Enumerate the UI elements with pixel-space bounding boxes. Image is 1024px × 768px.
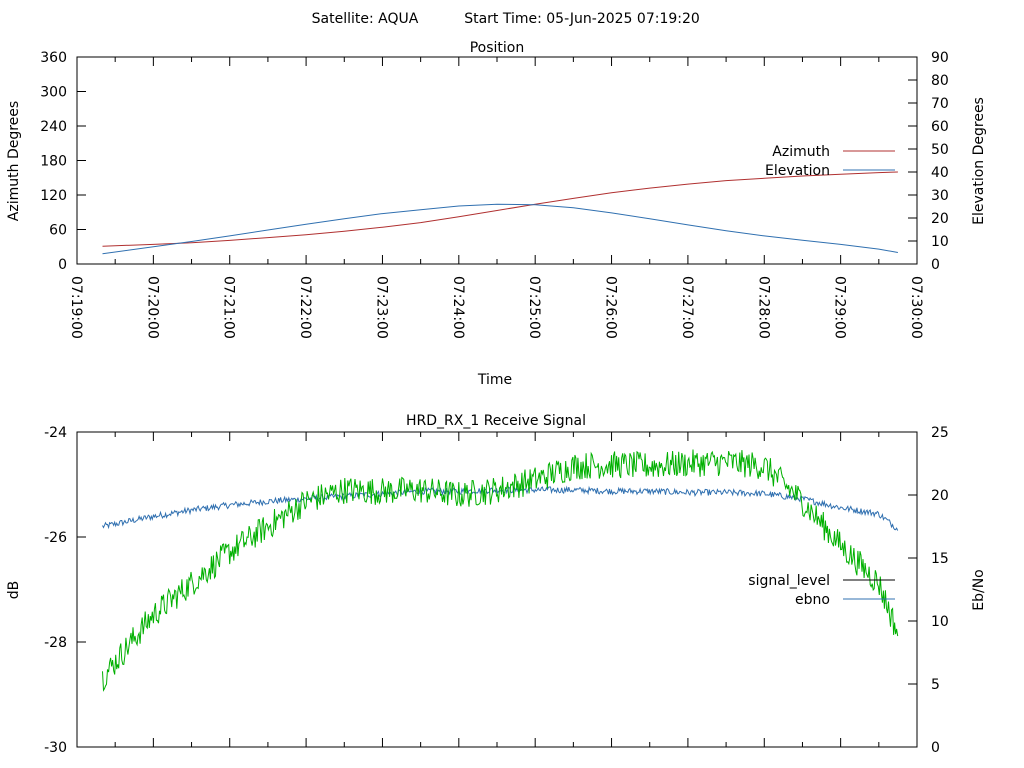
y2-tick-label: 25 [931, 425, 949, 441]
legend-label-elevation: Elevation [765, 163, 830, 179]
y2-tick-label: 90 [931, 50, 949, 66]
y-tick-label: 120 [40, 188, 67, 204]
position-series [102, 171, 898, 255]
receive-signal-chart-title: HRD_RX_1 Receive Signal [406, 413, 586, 429]
x-tick-label: 07:20:00 [144, 276, 160, 339]
x-tick-label: 07:30:00 [908, 276, 924, 339]
receive-signal-y-axis-label: dB [6, 581, 22, 600]
y2-tick-label: 5 [931, 677, 940, 693]
series-line-Azimuth [102, 171, 898, 247]
start-time-label: Start Time: 05-Jun-2025 07:19:20 [464, 11, 700, 27]
y2-tick-label: 0 [931, 740, 940, 756]
position-chart: Position 07:19:00 07:20:00 07:21:00 07:22:0… [6, 40, 987, 388]
position-y-axis-label: Azimuth Degrees [6, 101, 22, 221]
series-line-Elevation [102, 203, 898, 255]
legend-label-azimuth: Azimuth [772, 144, 830, 160]
position-legend: Azimuth Elevation [765, 144, 895, 179]
receive-signal-axis-ticks: -30 -28 -26 -24 0 5 10 15 20 25 [44, 425, 949, 756]
y-tick-label: 0 [58, 257, 67, 273]
y2-tick-label: 70 [931, 96, 949, 112]
y-tick-label: 300 [40, 85, 67, 101]
y-tick-label: 60 [49, 223, 67, 239]
satellite-label: Satellite: AQUA [312, 11, 419, 27]
y2-tick-label: 40 [931, 165, 949, 181]
x-tick-label: 07:21:00 [221, 276, 237, 339]
y2-tick-label: 60 [931, 119, 949, 135]
series-line-trace [102, 449, 899, 692]
y2-tick-label: 50 [931, 142, 949, 158]
position-x-axis-label: Time [477, 372, 512, 388]
y2-tick-label: 20 [931, 211, 949, 227]
legend-label-signal-level: signal_level [748, 573, 830, 589]
x-tick-label: 07:24:00 [450, 276, 466, 339]
x-tick-label: 07:25:00 [526, 276, 542, 339]
receive-signal-legend: signal_level ebno [748, 573, 895, 608]
series-line-ebno [102, 485, 899, 531]
position-axis-ticks: 07:19:00 07:20:00 07:21:00 07:22:00 07:23:00… [40, 50, 949, 339]
y2-tick-label: 10 [931, 614, 949, 630]
legend-label-ebno: ebno [795, 592, 830, 608]
receive-signal-plot-frame [76, 431, 918, 748]
x-tick-label: 07:29:00 [832, 276, 848, 339]
position-y2-axis-label: Elevation Degrees [971, 97, 987, 225]
receive-signal-y2-axis-label: Eb/No [971, 569, 987, 611]
x-tick-label: 07:22:00 [297, 276, 313, 339]
x-tick-label: 07:23:00 [373, 276, 389, 339]
x-tick-label: 07:26:00 [603, 276, 619, 339]
x-tick-label: 07:19:00 [68, 276, 84, 339]
receive-signal-series [102, 449, 899, 692]
x-tick-label: 07:27:00 [679, 276, 695, 339]
y-tick-label: -30 [44, 740, 67, 756]
x-tick-label: 07:28:00 [755, 276, 771, 339]
y-tick-label: -28 [44, 635, 67, 651]
y2-tick-label: 15 [931, 551, 949, 567]
position-chart-title: Position [470, 40, 525, 56]
position-plot-frame [76, 56, 918, 265]
receive-signal-chart: HRD_RX_1 Receive Signal -30 -28 -26 -24 0 5 10… [6, 413, 987, 756]
y-tick-label: 180 [40, 154, 67, 170]
y-tick-label: -24 [44, 425, 67, 441]
y2-tick-label: 10 [931, 234, 949, 250]
y2-tick-label: 80 [931, 73, 949, 89]
y2-tick-label: 20 [931, 488, 949, 504]
y-tick-label: -26 [44, 530, 67, 546]
y-tick-label: 360 [40, 50, 67, 66]
y-tick-label: 240 [40, 119, 67, 135]
y2-tick-label: 30 [931, 188, 949, 204]
y2-tick-label: 0 [931, 257, 940, 273]
